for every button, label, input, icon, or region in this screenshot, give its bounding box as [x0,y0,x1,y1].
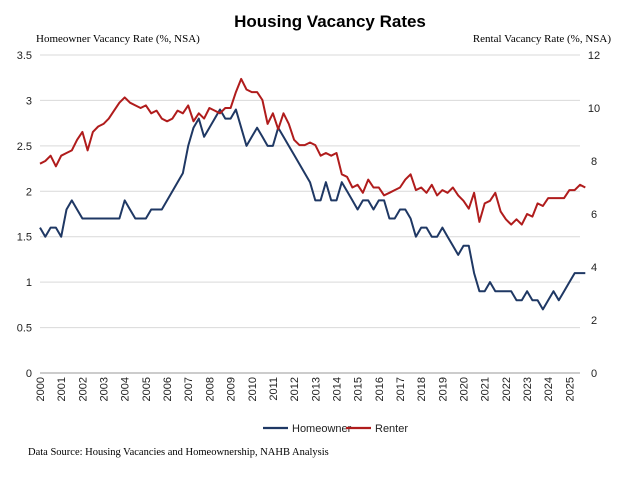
x-tick-label: 2023 [522,377,534,401]
left-tick-label: 0.5 [17,323,32,335]
right-tick-label: 10 [588,103,600,115]
x-tick-label: 2024 [543,377,555,401]
left-tick-label: 1.5 [17,232,32,244]
right-tick-label: 4 [591,262,597,274]
right-axis-title: Rental Vacancy Rate (%, NSA) [473,33,612,45]
x-tick-label: 2022 [501,377,513,401]
x-tick-label: 2013 [310,377,322,401]
left-tick-label: 2 [26,186,32,198]
x-tick-label: 2007 [183,377,195,401]
left-axis-ticks: 0 0.5 1 1.5 2 2.5 3 3.5 [17,50,32,380]
x-tick-label: 2021 [480,377,492,401]
x-tick-label: 2012 [289,377,301,401]
right-tick-label: 12 [588,50,600,62]
x-tick-label: 2004 [120,377,132,401]
chart-title: Housing Vacancy Rates [234,12,426,31]
x-tick-label: 2019 [437,377,449,401]
right-tick-label: 0 [591,368,597,380]
series-lines [39,77,586,311]
left-tick-label: 3.5 [17,50,32,62]
x-tick-label: 2002 [77,377,89,401]
x-tick-label: 2009 [226,377,238,401]
x-tick-label: 2003 [99,377,111,401]
x-tick-label: 2001 [56,377,68,401]
x-tick-label: 2000 [35,377,47,401]
right-tick-label: 6 [591,209,597,221]
x-tick-label: 2018 [416,377,428,401]
left-tick-label: 0 [26,368,32,380]
x-tick-label: 2016 [374,377,386,401]
x-tick-label: 2006 [162,377,174,401]
x-tick-label: 2017 [395,377,407,401]
legend-label-homeowner: Homeowner [292,423,352,435]
gridlines [40,54,580,374]
x-tick-label: 2020 [459,377,471,401]
x-tick-label: 2014 [331,377,343,401]
left-tick-label: 3 [26,95,32,107]
x-axis-ticks: 2000 2001 2002 2003 2004 2005 2006 2007 2008 2009… [35,377,576,401]
left-tick-label: 1 [26,277,32,289]
right-tick-label: 2 [591,315,597,327]
legend-label-renter: Renter [375,423,408,435]
right-tick-label: 8 [591,156,597,168]
series-line-homeowner [39,108,586,311]
x-tick-label: 2010 [247,377,259,401]
x-tick-label: 2015 [353,377,365,401]
x-tick-label: 2008 [204,377,216,401]
x-tick-label: 2005 [141,377,153,401]
right-axis-ticks: 0 2 4 6 8 10 12 [588,50,600,380]
source-note: Data Source: Housing Vacancies and Homeo… [28,447,329,458]
left-tick-label: 2.5 [17,141,32,153]
x-tick-label: 2011 [268,377,280,401]
left-axis-title: Homeowner Vacancy Rate (%, NSA) [36,33,200,45]
series-line-renter [39,77,586,226]
x-tick-label: 2025 [564,377,576,401]
legend: Homeowner Renter [263,423,408,435]
